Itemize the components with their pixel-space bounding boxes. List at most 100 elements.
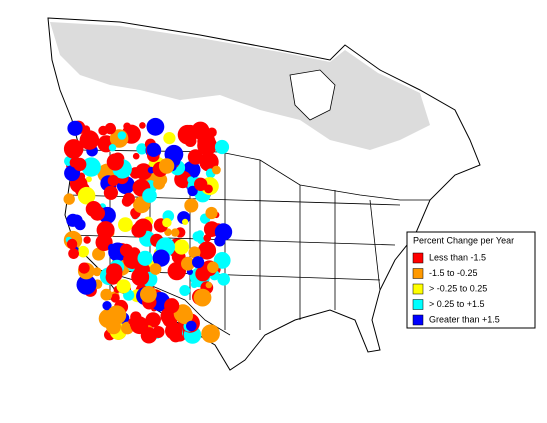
trend-area [205,281,212,289]
trend-area [190,281,198,289]
trend-area [78,262,90,274]
trend-areas [63,117,233,344]
trend-area [83,236,91,244]
trend-area [146,142,161,157]
trend-area [96,221,115,240]
trend-area [103,185,118,200]
trend-area [155,316,161,323]
trend-area [145,312,161,328]
legend-label: > 0.25 to +1.5 [429,299,485,309]
trend-area [140,286,157,303]
trend-area [187,149,204,165]
trend-area [174,270,183,279]
trend-area [117,131,127,140]
legend-swatch [412,283,424,295]
legend: Percent Change per Year Less than -1.5 -1… [406,231,536,329]
trend-area [110,293,120,303]
legend-swatch [412,252,424,264]
trend-area [102,301,112,311]
trend-area [129,167,142,179]
trend-area [187,176,195,184]
trend-area [181,256,195,271]
legend-swatch [412,299,424,310]
trend-area [81,157,101,177]
trend-area [201,324,220,344]
legend-box [406,231,536,329]
trend-area [217,273,230,286]
trend-area [164,298,180,314]
trend-area [92,267,102,277]
trend-area [149,263,162,275]
trend-area [197,132,216,151]
trend-area [171,228,180,237]
trend-area [68,248,79,259]
trend-area [164,228,172,236]
trend-area [192,256,205,269]
trend-area [63,139,84,159]
trend-area [74,219,86,231]
trend-area [186,320,197,332]
trend-area [79,130,100,150]
legend-label: -1.5 to -0.25 [429,268,478,278]
trend-area [66,238,78,250]
trend-area [205,206,218,220]
legend-label: Less than -1.5 [429,252,486,262]
trend-area [193,288,212,307]
trend-area [63,193,75,205]
trend-area [136,143,148,155]
trend-area [90,205,105,221]
trend-area [107,243,116,252]
trend-area [197,241,217,260]
trend-area [98,125,108,136]
trend-area [119,243,133,257]
trend-area [106,153,124,171]
trend-area [77,245,89,258]
trend-area [92,247,106,261]
trend-area [137,250,153,266]
trend-area [123,122,131,131]
trend-area [152,249,170,267]
trend-area [188,246,201,259]
trend-area [107,175,119,187]
trend-area [146,117,165,136]
trend-area [77,186,96,205]
northern-region [50,22,430,150]
trend-area [132,152,140,160]
trend-area [196,230,205,239]
trend-area [76,274,97,295]
trend-area [158,158,175,174]
trend-area [173,239,190,255]
trend-area [131,212,139,220]
trend-area [100,288,113,301]
national-border [77,149,430,201]
trend-area [162,217,172,228]
trend-area [179,285,191,296]
trend-area [108,144,117,152]
legend-swatch [412,268,424,279]
trend-area [116,279,131,294]
trend-area [163,132,176,145]
trend-area [67,120,83,136]
trend-area [142,188,157,203]
trend-area [85,176,92,183]
trend-area [212,165,221,175]
trend-area [214,235,226,247]
hudson-bay [289,69,336,121]
trend-area [106,319,121,335]
trend-area [214,139,230,155]
trend-area [130,316,149,335]
trend-area [182,218,189,225]
legend-title: Percent Change per Year [413,235,514,245]
trend-area [204,184,213,194]
trend-area [177,124,198,145]
legend-swatch [412,314,424,326]
legend-label: > -0.25 to 0.25 [429,283,487,293]
trend-area [194,177,208,191]
legend-label: Greater than +1.5 [429,314,500,324]
trend-area [207,261,219,274]
trend-area [131,268,150,286]
trend-area [187,185,198,197]
trend-area [81,125,91,134]
trend-area [131,222,147,238]
